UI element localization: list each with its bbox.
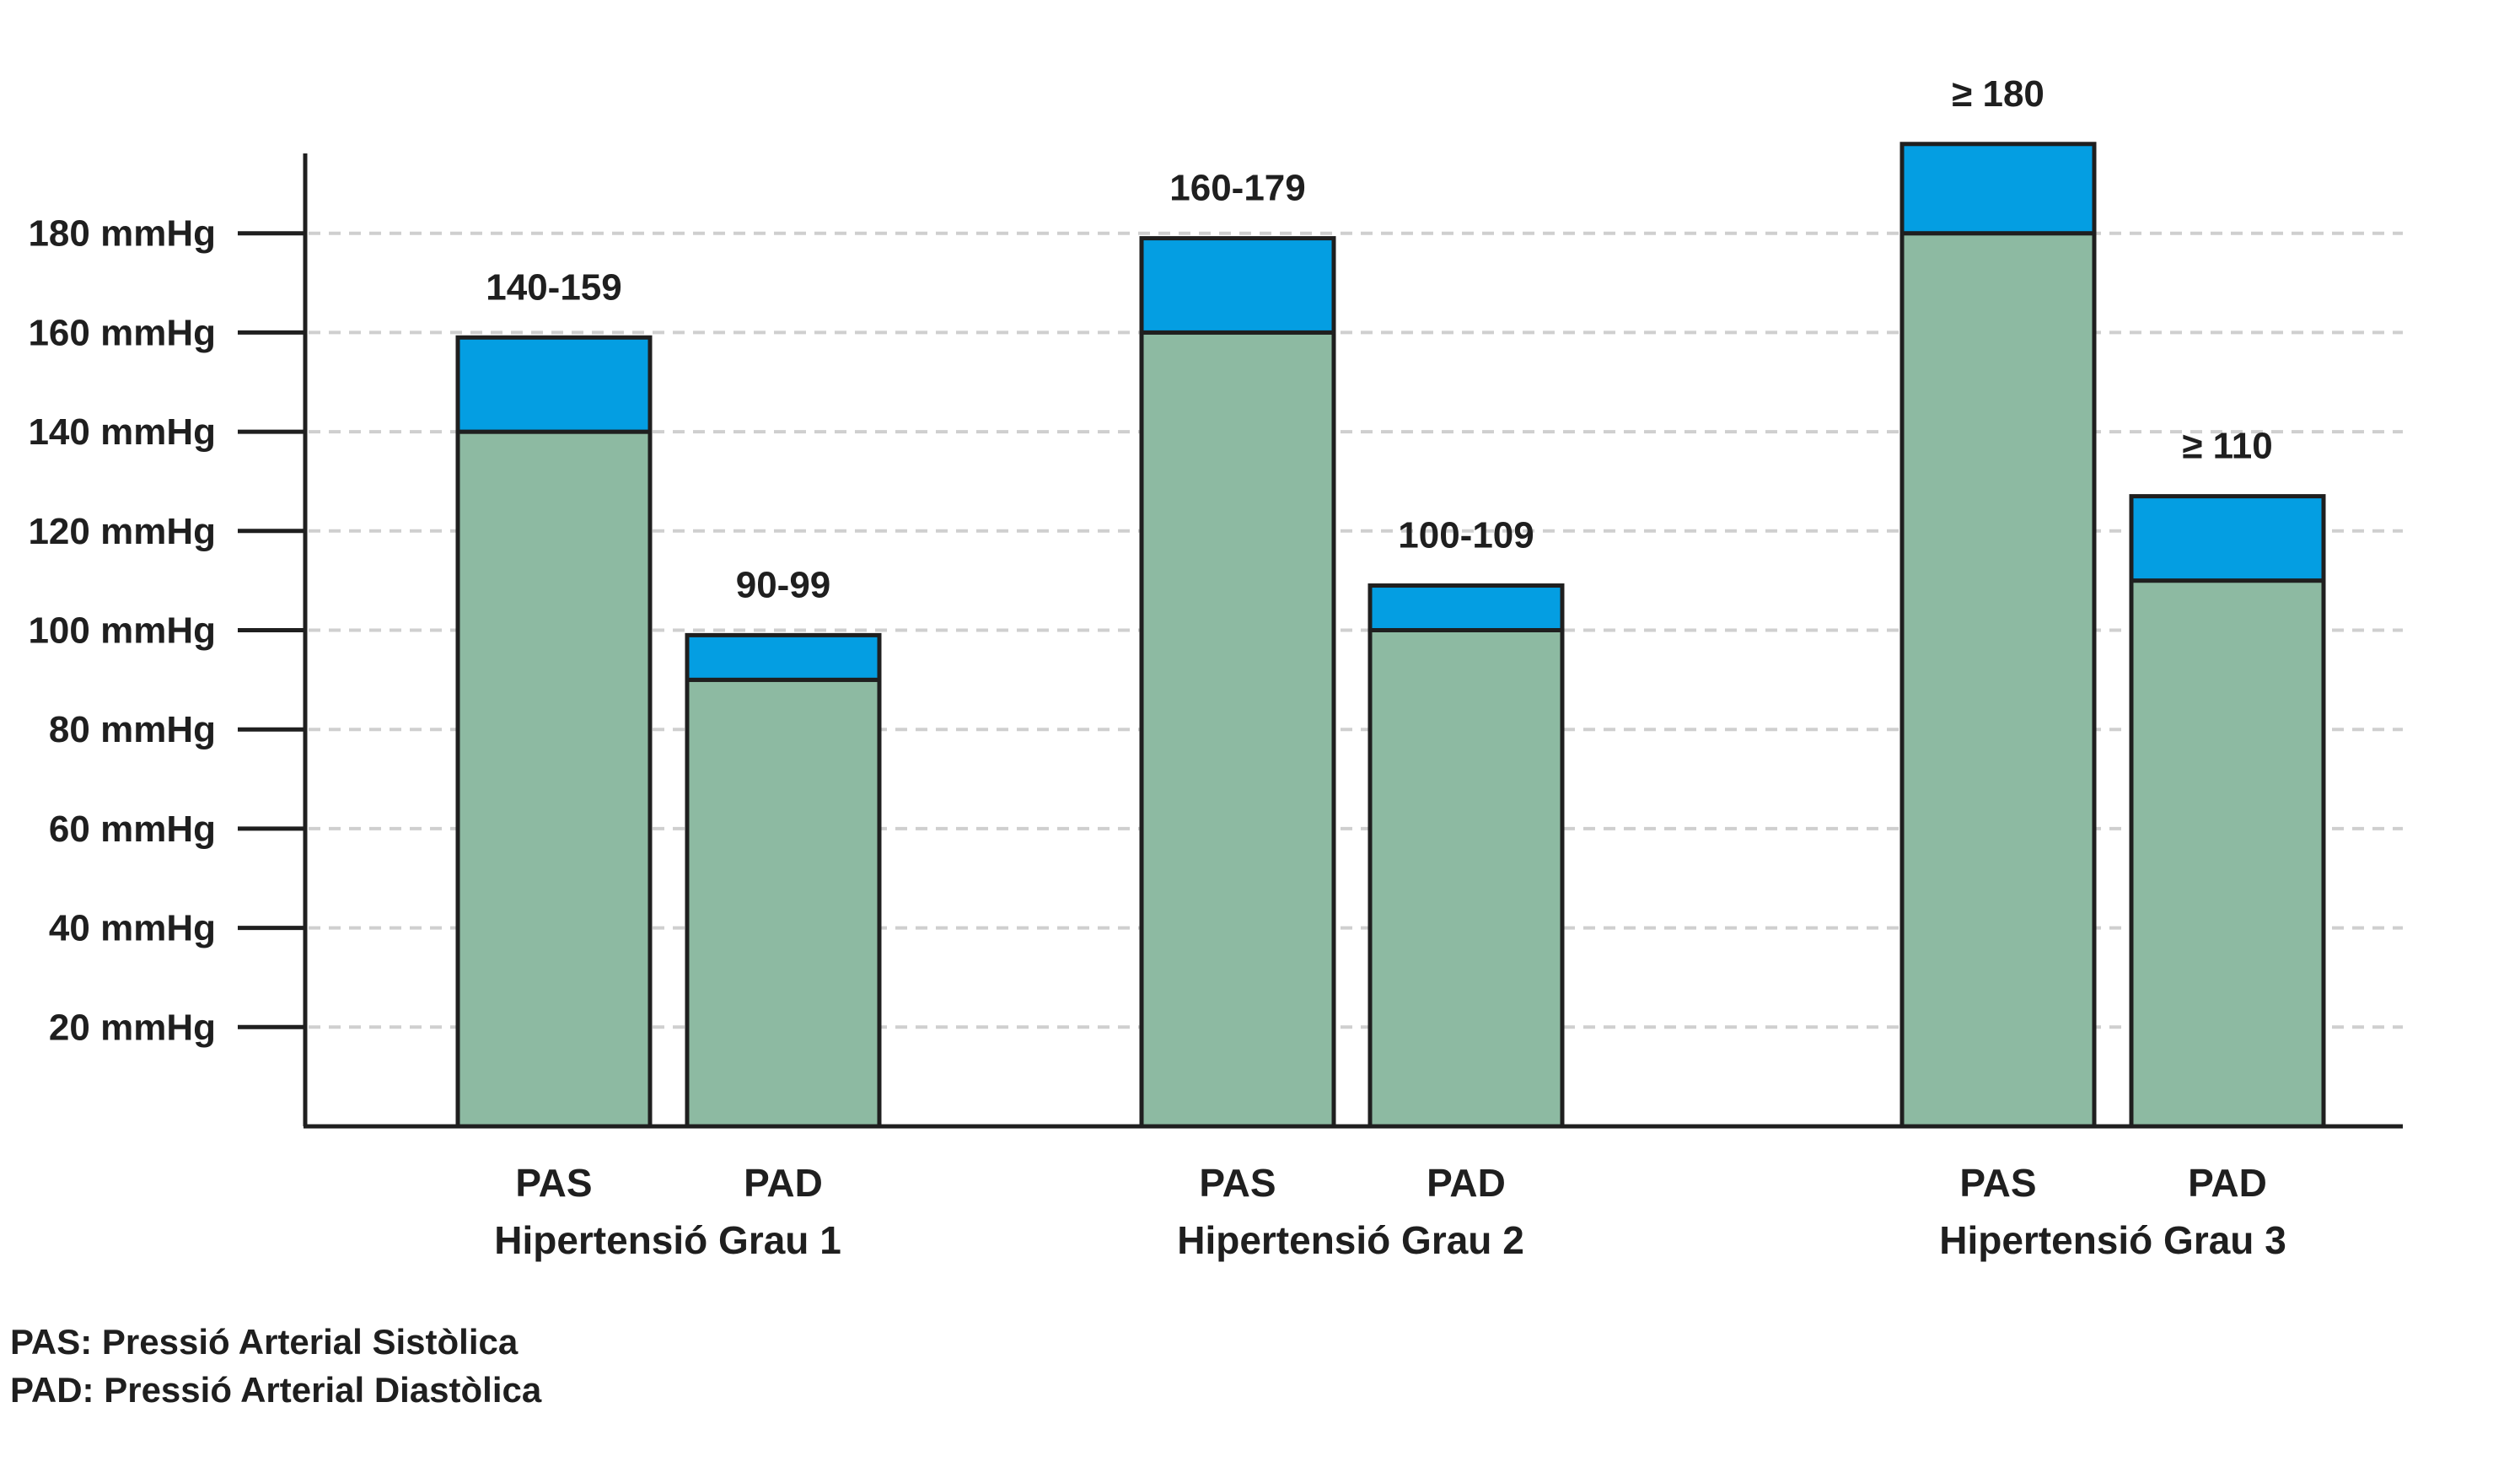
bar-range-pas-1 xyxy=(455,335,653,434)
bar-base-pas-3 xyxy=(1899,231,2097,1129)
bar-range-pad-2 xyxy=(1367,583,1565,632)
y-tick-label: 100 mmHg xyxy=(28,610,216,652)
bar-range-pas-3 xyxy=(1899,142,2097,236)
bar-category-label: PAS xyxy=(1959,1161,2036,1205)
bar-category-label: PAD xyxy=(1427,1161,1506,1205)
bar-value-label: 90-99 xyxy=(736,564,831,605)
bar-category-label: PAD xyxy=(2188,1161,2267,1205)
bar-value-label: 100-109 xyxy=(1398,515,1534,556)
bar-category-label: PAS xyxy=(515,1161,592,1205)
bar-base-pad-2 xyxy=(1367,628,1565,1129)
bar-base-pad-1 xyxy=(685,677,882,1129)
bar-range-pad-1 xyxy=(685,632,882,682)
bar-category-label: PAS xyxy=(1199,1161,1276,1205)
y-tick-label: 20 mmHg xyxy=(49,1007,216,1048)
y-axis-ticks: 20 mmHg 40 mmHg 60 mmHg 80 mmHg 100 mmHg 120 … xyxy=(28,213,305,1048)
bar-value-label: ≥ 180 xyxy=(1952,73,2044,115)
group-label: Hipertensió Grau 3 xyxy=(1939,1218,2286,1262)
legend-pas: PAS: Pressió Arterial Sistòlica xyxy=(10,1322,519,1362)
y-tick-label: 40 mmHg xyxy=(49,908,216,949)
bar-value-label: ≥ 110 xyxy=(2182,426,2272,467)
y-tick-label: 180 mmHg xyxy=(28,213,216,255)
bar-base-pas-2 xyxy=(1139,330,1336,1129)
labels: 140-159 PAS 90-99 PAD Hipertensió Grau 1 160-… xyxy=(486,73,2286,1262)
y-tick-label: 160 mmHg xyxy=(28,312,216,353)
bar-category-label: PAD xyxy=(744,1161,823,1205)
bars xyxy=(455,142,2326,1129)
y-tick-label: 140 mmHg xyxy=(28,411,216,453)
bar-base-pas-1 xyxy=(455,429,653,1129)
bar-range-pad-3 xyxy=(2129,494,2326,583)
bar-value-label: 140-159 xyxy=(486,266,621,308)
bar-value-label: 160-179 xyxy=(1169,168,1305,209)
group-label: Hipertensió Grau 2 xyxy=(1177,1218,1524,1262)
group-label: Hipertensió Grau 1 xyxy=(494,1218,841,1262)
legend-pad: PAD: Pressió Arterial Diastòlica xyxy=(10,1370,542,1410)
bar-range-pas-2 xyxy=(1139,236,1336,335)
y-tick-label: 80 mmHg xyxy=(49,709,216,750)
y-tick-label: 60 mmHg xyxy=(49,809,216,850)
y-tick-label: 120 mmHg xyxy=(28,511,216,552)
bar-base-pad-3 xyxy=(2129,578,2326,1129)
